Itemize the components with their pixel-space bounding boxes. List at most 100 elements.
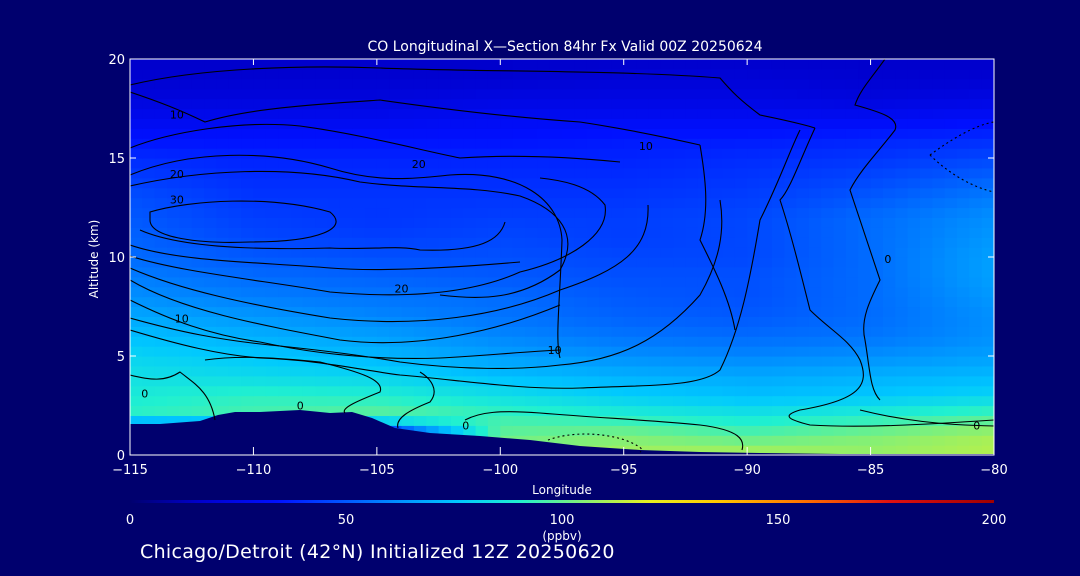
field-cell	[525, 356, 538, 367]
field-cell	[352, 356, 366, 367]
field-cell	[821, 187, 835, 199]
field-cell	[981, 296, 994, 308]
field-cell	[204, 336, 217, 347]
field-cell	[907, 187, 921, 199]
field-cell	[204, 296, 217, 308]
field-cell	[648, 375, 662, 387]
field-cell	[302, 128, 316, 139]
field-cell	[389, 276, 403, 288]
field-cell	[969, 237, 983, 248]
field-cell	[525, 167, 538, 179]
field-cell	[315, 365, 328, 377]
field-cell	[957, 108, 970, 119]
field-cell	[463, 88, 477, 100]
field-cell	[216, 276, 230, 288]
field-cell	[734, 217, 748, 228]
field-cell	[734, 326, 748, 337]
field-cell	[130, 365, 143, 377]
field-cell	[586, 187, 600, 199]
field-cell	[241, 187, 254, 199]
field-cell	[685, 435, 699, 446]
field-cell	[981, 356, 994, 367]
field-cell	[981, 385, 994, 397]
field-cell	[179, 336, 193, 347]
field-cell	[586, 296, 600, 308]
field-cell	[413, 187, 427, 199]
field-cell	[512, 88, 526, 100]
field-cell	[253, 257, 267, 268]
field-cell	[142, 88, 156, 100]
field-cell	[845, 435, 859, 446]
field-cell	[487, 128, 501, 139]
field-cell	[302, 158, 316, 169]
field-cell	[154, 78, 168, 90]
y-axis-label: Altitude (km)	[87, 220, 101, 299]
field-cell	[845, 276, 859, 288]
field-cell	[401, 415, 415, 426]
field-cell	[426, 59, 440, 70]
field-cell	[130, 346, 143, 357]
field-cell	[130, 197, 143, 209]
field-cell	[253, 326, 267, 337]
field-cell	[660, 395, 674, 407]
field-cell	[426, 197, 440, 209]
field-cell	[648, 445, 662, 455]
field-cell	[710, 177, 723, 189]
field-cell	[784, 326, 798, 337]
field-cell	[574, 415, 588, 426]
field-cell	[821, 177, 835, 189]
field-cell	[944, 346, 958, 357]
field-cell	[660, 385, 674, 397]
field-cell	[784, 148, 798, 159]
field-cell	[796, 59, 810, 70]
field-cell	[191, 405, 205, 416]
field-cell	[228, 395, 242, 407]
field-cell	[771, 365, 785, 377]
field-cell	[660, 177, 674, 189]
field-cell	[463, 59, 477, 70]
field-cell	[747, 266, 760, 278]
field-cell	[833, 197, 847, 209]
field-cell	[167, 167, 180, 179]
field-cell	[919, 266, 933, 278]
field-cell	[648, 88, 662, 100]
field-cell	[784, 128, 798, 139]
field-cell	[389, 415, 403, 426]
field-cell	[475, 375, 489, 387]
field-cell	[574, 365, 588, 377]
field-cell	[241, 167, 254, 179]
field-cell	[204, 395, 217, 407]
field-cell	[673, 306, 686, 317]
field-cell	[759, 227, 773, 238]
field-cell	[130, 138, 143, 149]
field-cell	[808, 296, 822, 308]
field-cell	[710, 128, 723, 139]
field-cell	[500, 148, 514, 159]
field-cell	[487, 158, 501, 169]
field-cell	[882, 227, 896, 238]
field-cell	[278, 128, 291, 139]
field-cell	[537, 365, 551, 377]
field-cell	[179, 187, 193, 199]
field-cell	[957, 217, 970, 228]
field-cell	[821, 326, 835, 337]
field-cell	[858, 257, 872, 268]
field-cell	[413, 316, 427, 327]
field-cell	[969, 227, 983, 238]
field-cell	[290, 237, 304, 248]
field-cell	[315, 336, 328, 347]
field-cell	[586, 435, 600, 446]
field-cell	[734, 247, 748, 258]
field-cell	[611, 405, 625, 416]
chart-title: CO Longitudinal X—Section 84hr Fx Valid …	[368, 39, 763, 55]
field-cell	[648, 415, 662, 426]
field-cell	[562, 207, 575, 218]
field-cell	[611, 158, 625, 169]
field-cell	[302, 68, 316, 80]
field-cell	[167, 276, 180, 288]
field-cell	[413, 395, 427, 407]
field-cell	[389, 286, 403, 298]
field-cell	[919, 395, 933, 407]
field-cell	[364, 306, 378, 317]
field-cell	[191, 296, 205, 308]
